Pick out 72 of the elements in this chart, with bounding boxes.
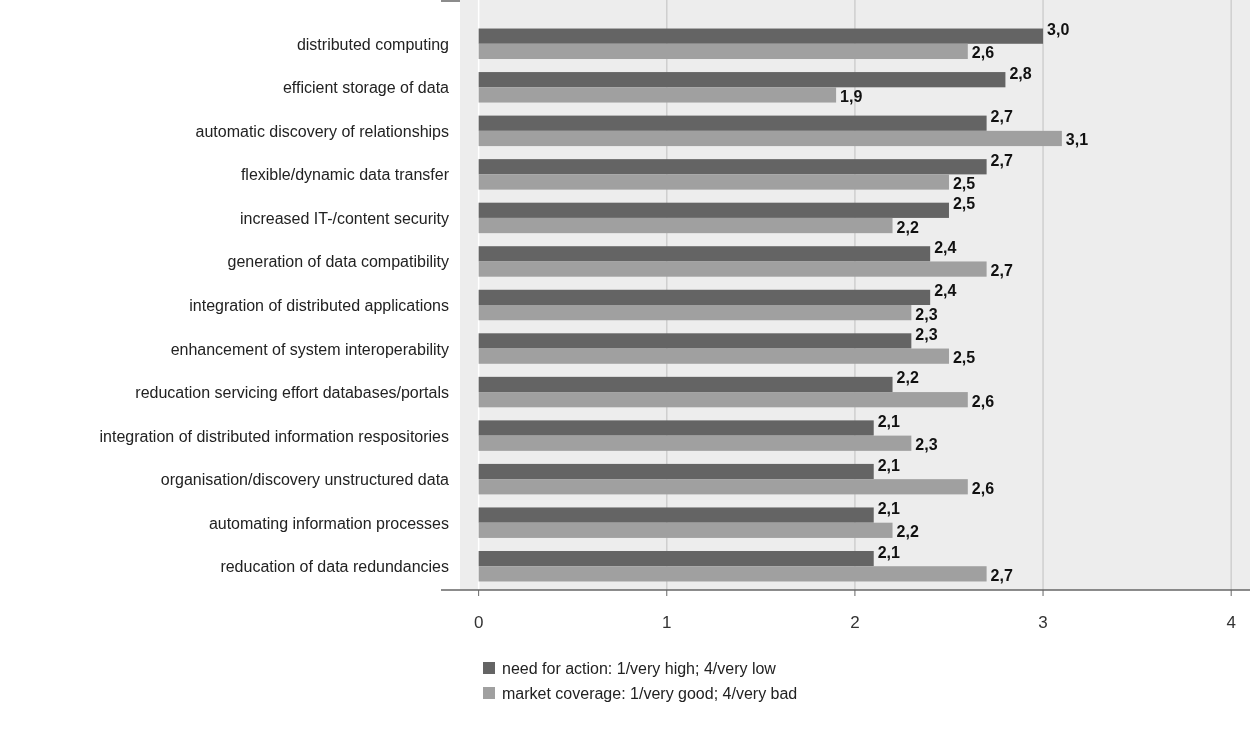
y-tick-label: increased IT-/content security <box>240 209 449 227</box>
data-label: 2,6 <box>971 479 995 497</box>
data-label: 2,5 <box>952 175 976 192</box>
data-label: 2,3 <box>915 305 938 323</box>
data-label: 2,1 <box>877 413 901 430</box>
y-tick-label: generation of data compatibility <box>227 253 449 271</box>
y-tick-label: reducation of data redundancies <box>220 558 449 576</box>
data-label: 2,7 <box>990 566 1013 584</box>
x-tick-label: 1 <box>662 613 672 632</box>
bar <box>478 87 837 103</box>
data-label: 2,8 <box>1009 64 1032 82</box>
data-label: 2,7 <box>990 151 1013 169</box>
bar <box>478 348 949 364</box>
data-label: 2,5 <box>952 349 976 367</box>
bar <box>478 305 912 321</box>
bar <box>478 550 874 567</box>
bar <box>478 261 987 277</box>
data-label: 2,6 <box>971 392 995 410</box>
legend-label: market coverage: 1/very good; 4/very bad <box>502 685 798 702</box>
bar <box>478 435 912 451</box>
data-label: 3,1 <box>1065 131 1089 149</box>
bar <box>478 43 968 60</box>
y-tick-label: organisation/discovery unstructured data <box>160 471 450 489</box>
bar <box>478 28 1044 44</box>
bar <box>478 217 893 234</box>
data-label: 2,1 <box>877 456 901 474</box>
bar <box>478 246 931 262</box>
data-label: 2,6 <box>971 44 995 62</box>
y-tick-label: integration of distributed applications <box>189 297 449 314</box>
bar <box>478 376 893 393</box>
bar <box>478 130 1062 147</box>
bar <box>478 202 949 218</box>
y-tick-label: flexible/dynamic data transfer <box>240 166 450 184</box>
data-label: 2,7 <box>990 262 1013 280</box>
bar <box>478 289 931 305</box>
bar <box>478 463 874 480</box>
data-label: 2,5 <box>952 195 976 213</box>
data-label: 1,9 <box>840 87 863 105</box>
data-label: 2,2 <box>896 369 919 387</box>
data-label: 2,3 <box>915 325 938 343</box>
y-tick-label: efficient storage of data <box>282 79 450 97</box>
y-tick-label: distributed computing <box>296 35 449 53</box>
bar <box>478 333 912 349</box>
x-tick-label: 4 <box>1226 613 1236 632</box>
data-label: 2,3 <box>915 436 938 454</box>
bar <box>478 522 893 538</box>
y-tick-label: automating information processes <box>208 514 449 532</box>
data-label: 2,4 <box>934 282 957 300</box>
legend-label: need for action: 1/very high; 4/very low <box>502 660 777 677</box>
data-label: 2,1 <box>877 543 901 561</box>
bar <box>478 159 987 175</box>
data-label: 2,7 <box>990 108 1013 126</box>
x-tick-label: 0 <box>473 613 484 632</box>
y-tick-label: enhancement of system interoperability <box>170 340 449 358</box>
bar <box>478 392 968 408</box>
data-label: 2,1 <box>877 500 901 518</box>
x-tick-label: 2 <box>850 613 860 632</box>
data-label: 2,2 <box>896 523 919 541</box>
bar <box>478 507 874 523</box>
x-tick-label: 3 <box>1038 613 1048 632</box>
data-label: 2,2 <box>896 218 919 236</box>
y-tick-label: automatic discovery of relationships <box>195 122 449 140</box>
data-label: 2,4 <box>934 238 957 256</box>
bar <box>478 72 1006 88</box>
bar <box>478 566 987 582</box>
bar <box>478 420 874 436</box>
bar <box>478 174 949 190</box>
y-tick-label: reducation servicing effort databases/portals <box>135 384 449 402</box>
data-label: 3,0 <box>1047 21 1070 39</box>
bar <box>478 479 968 495</box>
y-tick-label: integration of distributed information respositories <box>99 427 449 445</box>
bar <box>478 115 987 131</box>
